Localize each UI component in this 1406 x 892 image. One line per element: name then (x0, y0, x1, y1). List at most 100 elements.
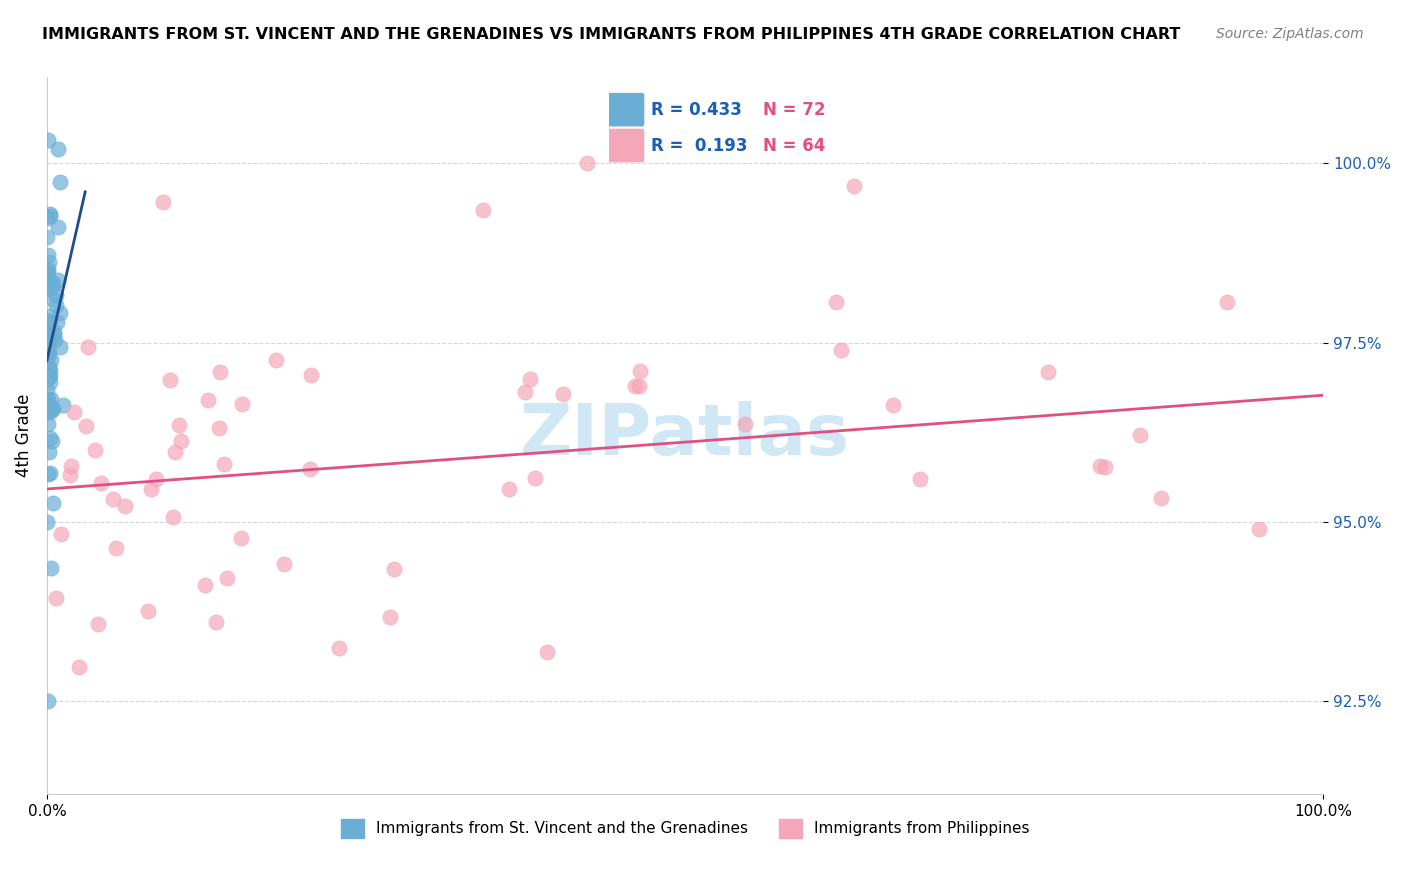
Y-axis label: 4th Grade: 4th Grade (15, 394, 32, 477)
Point (37, 404, 59, 418)
Point (38, 255, 60, 269)
Point (37, 248, 59, 262)
Point (141, 483, 163, 497)
Point (1216, 294, 1239, 309)
Point (623, 379, 645, 393)
Point (39, 353, 62, 368)
Point (159, 373, 181, 387)
Point (49, 527, 72, 541)
Point (49, 306, 72, 320)
Point (1150, 491, 1173, 505)
Point (264, 352, 287, 367)
Point (515, 385, 537, 400)
Point (38, 207, 60, 221)
Point (37, 320, 59, 334)
Point (170, 434, 193, 449)
Point (299, 368, 322, 383)
Point (37, 346, 59, 360)
Point (63, 405, 86, 419)
Point (825, 294, 848, 309)
Point (87, 617, 110, 632)
Point (45, 314, 67, 328)
Point (378, 610, 401, 624)
Point (39, 210, 62, 224)
Point (45, 288, 67, 302)
Point (49, 175, 72, 189)
Point (519, 372, 541, 386)
Point (882, 399, 904, 413)
Point (145, 472, 167, 486)
Point (41, 401, 63, 416)
Point (39, 368, 62, 382)
Point (328, 640, 350, 655)
Point (42, 327, 65, 342)
Point (208, 421, 231, 435)
Point (42, 279, 65, 293)
Point (35, 282, 58, 296)
Point (38, 334, 60, 348)
Point (42, 496, 65, 510)
Point (42, 402, 65, 417)
Point (38, 345, 60, 359)
Point (299, 462, 322, 476)
Point (214, 458, 236, 472)
Point (114, 500, 136, 514)
Point (38, 466, 60, 480)
Legend: Immigrants from St. Vincent and the Grenadines, Immigrants from Philippines: Immigrants from St. Vincent and the Gren… (335, 813, 1035, 844)
Text: Source: ZipAtlas.com: Source: ZipAtlas.com (1216, 27, 1364, 41)
Point (90, 475, 112, 490)
Point (273, 557, 295, 571)
Point (152, 194, 174, 209)
Point (1036, 365, 1059, 379)
Point (49, 339, 72, 353)
Point (472, 202, 495, 217)
Point (498, 483, 520, 497)
Point (628, 378, 651, 392)
Point (67, 659, 90, 673)
Point (229, 531, 252, 545)
Point (38, 370, 60, 384)
Point (37, 351, 59, 365)
Point (382, 562, 405, 576)
Point (37, 516, 59, 530)
Point (39, 363, 62, 377)
Point (536, 645, 558, 659)
Point (37, 320, 59, 334)
Point (830, 343, 852, 357)
Point (37, 318, 59, 332)
Text: IMMIGRANTS FROM ST. VINCENT AND THE GRENADINES VS IMMIGRANTS FROM PHILIPPINES 4T: IMMIGRANTS FROM ST. VINCENT AND THE GREN… (42, 27, 1181, 42)
Point (41, 276, 63, 290)
Point (37, 133, 59, 147)
Point (105, 541, 128, 555)
Point (46, 272, 69, 286)
Point (1129, 428, 1152, 442)
Point (551, 387, 574, 401)
Point (38, 445, 60, 459)
Point (37, 261, 59, 276)
Point (37, 694, 59, 708)
Point (165, 444, 187, 458)
Point (38, 274, 60, 288)
Point (37, 272, 59, 286)
Point (39, 561, 62, 575)
Point (523, 471, 546, 485)
Point (38, 359, 60, 374)
Point (48, 220, 70, 235)
Point (844, 179, 866, 194)
Point (167, 418, 190, 433)
Point (1088, 458, 1111, 473)
Point (37, 417, 59, 432)
Point (628, 364, 651, 378)
Point (37, 392, 59, 406)
Point (39, 314, 62, 328)
Point (44, 298, 66, 312)
Point (35, 326, 58, 340)
Point (76, 340, 98, 354)
Point (37, 367, 59, 381)
Point (1094, 460, 1116, 475)
Point (734, 417, 756, 431)
Point (39, 431, 62, 445)
Point (59, 468, 82, 483)
Point (46, 141, 69, 155)
Point (38, 309, 60, 323)
